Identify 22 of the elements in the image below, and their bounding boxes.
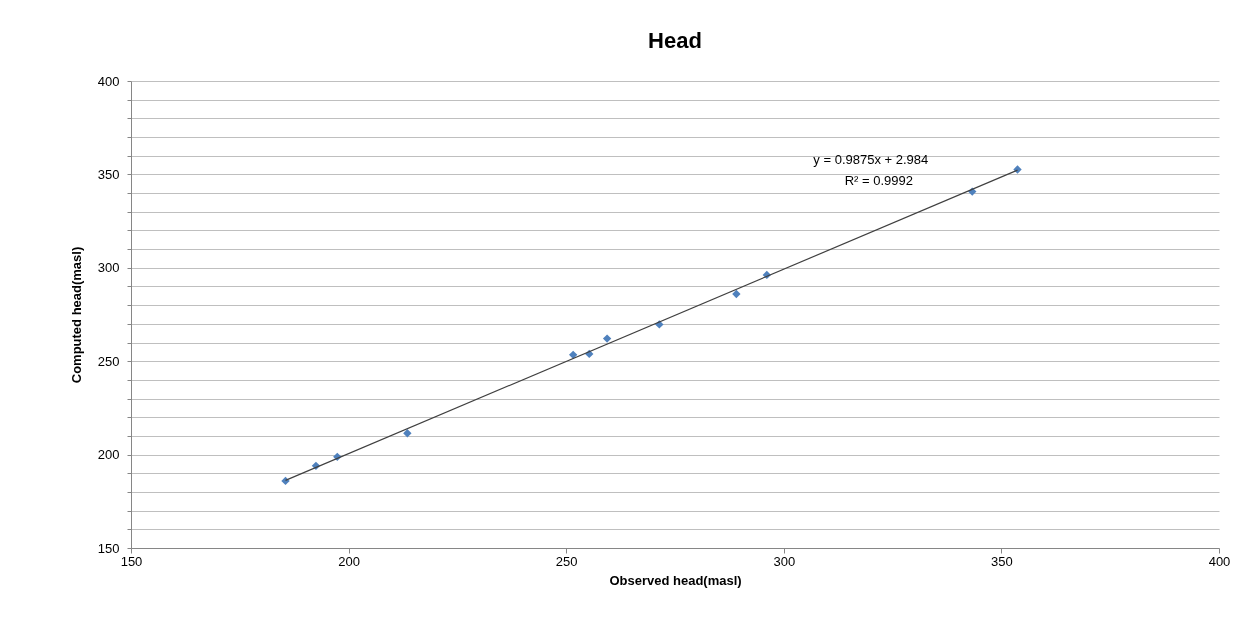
point [732,289,741,299]
y-tick-label: 150 [97,540,120,556]
y-axis-title: Computed head(masl) [68,246,84,384]
x-tick-label: 300 [773,553,796,569]
annotation: y = 0.9875x + 2.984 [813,152,929,167]
y-tick-label: 200 [97,447,120,463]
annotation: R² = 0.9992 [844,173,913,188]
x-axis-title: Observed head(masl) [609,572,742,588]
x-tick-label: 350 [991,553,1013,569]
point [1013,165,1022,174]
point [568,350,578,360]
point [403,429,412,438]
x-tick-label: 200 [338,553,360,569]
y-tick-label: 400 [97,73,120,89]
y-tick-label: 350 [97,166,120,182]
x-tick-label: 250 [555,553,578,569]
y-tick-label: 250 [97,353,120,369]
y-tick-label: 300 [97,260,120,276]
x-tick-label: 400 [1208,553,1231,569]
x-tick-label: 150 [120,553,143,569]
chart-title: Head [648,28,702,53]
point [602,334,612,343]
